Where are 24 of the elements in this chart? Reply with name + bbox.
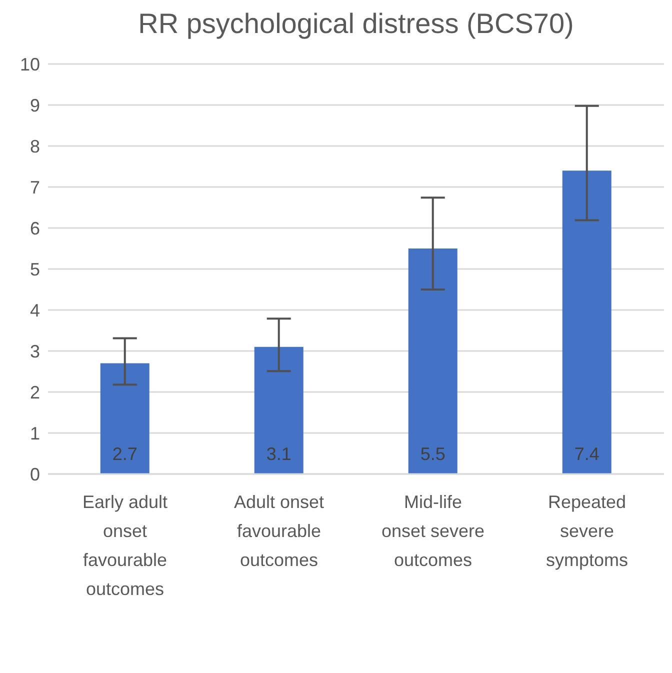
y-tick-label: 9 bbox=[30, 95, 40, 116]
chart-title: RR psychological distress (BCS70) bbox=[137, 8, 575, 40]
bar bbox=[408, 248, 458, 474]
bar bbox=[100, 363, 150, 474]
y-tick-label: 8 bbox=[30, 136, 40, 156]
x-tick-label: Repeated severe symptoms bbox=[546, 492, 628, 570]
x-tick-label: Adult onset favourable outcomes bbox=[234, 492, 324, 570]
y-tick-label: 3 bbox=[30, 341, 40, 362]
x-tick-label: Mid-life onset severe outcomes bbox=[381, 492, 485, 570]
y-tick-label: 4 bbox=[30, 300, 40, 320]
x-tick-label: Early adult onset favourable outcomes bbox=[82, 492, 168, 599]
y-tick-label: 0 bbox=[30, 464, 40, 484]
y-tick-label: 7 bbox=[30, 177, 40, 198]
y-tick-label: 2 bbox=[30, 382, 40, 402]
bar bbox=[562, 170, 612, 474]
data-label: 2.7 bbox=[112, 444, 138, 464]
y-tick-label: 6 bbox=[30, 218, 40, 238]
bar bbox=[254, 346, 304, 474]
y-tick-label: 1 bbox=[30, 423, 40, 444]
data-label: 3.1 bbox=[266, 444, 292, 464]
data-label: 7.4 bbox=[574, 444, 600, 464]
y-tick-label: 10 bbox=[20, 54, 40, 74]
data-label: 5.5 bbox=[420, 444, 446, 464]
y-tick-label: 5 bbox=[30, 259, 40, 280]
